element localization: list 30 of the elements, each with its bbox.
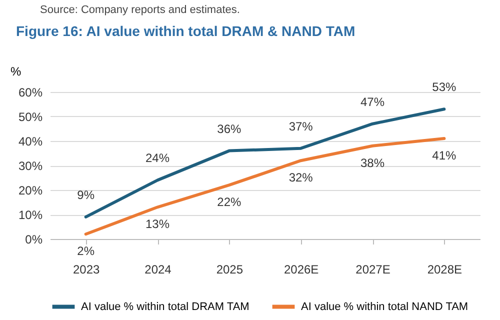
y-axis-title: % — [10, 64, 22, 78]
y-tick-label: 50% — [18, 110, 43, 124]
source-note: Source: Company reports and estimates. — [39, 3, 241, 18]
x-tick-label: 2023 — [72, 262, 100, 276]
data-label: 36% — [217, 122, 242, 136]
y-tick-label: 0% — [25, 232, 43, 246]
x-tick-label: 2025 — [216, 262, 244, 276]
legend-label: AI value % within total NAND TAM — [301, 300, 468, 313]
data-label: 32% — [288, 170, 314, 185]
data-label: 41% — [432, 148, 456, 163]
data-label: 38% — [360, 156, 385, 170]
chart-title: Figure 16: AI value within total DRAM & NAND TAM — [16, 23, 356, 39]
x-tick-label: 2024 — [144, 262, 172, 276]
data-label: 53% — [432, 80, 456, 94]
y-tick-label: 40% — [18, 134, 43, 148]
x-tick-label: 2026E — [284, 262, 319, 276]
data-label: 2% — [77, 244, 95, 258]
data-label: 13% — [145, 217, 170, 232]
y-tick-label: 60% — [18, 86, 43, 100]
data-label: 37% — [288, 119, 314, 134]
data-label: 47% — [360, 94, 385, 109]
data-label: 22% — [217, 195, 242, 210]
y-tick-label: 30% — [18, 159, 43, 173]
legend-label: AI value % within total DRAM TAM — [81, 300, 250, 313]
x-tick-label: 2027E — [356, 262, 390, 276]
y-tick-label: 20% — [18, 184, 43, 198]
x-tick-label: 2028E — [427, 262, 462, 276]
data-label: 24% — [145, 151, 170, 166]
data-label: 9% — [77, 188, 95, 202]
y-tick-label: 10% — [18, 208, 43, 222]
